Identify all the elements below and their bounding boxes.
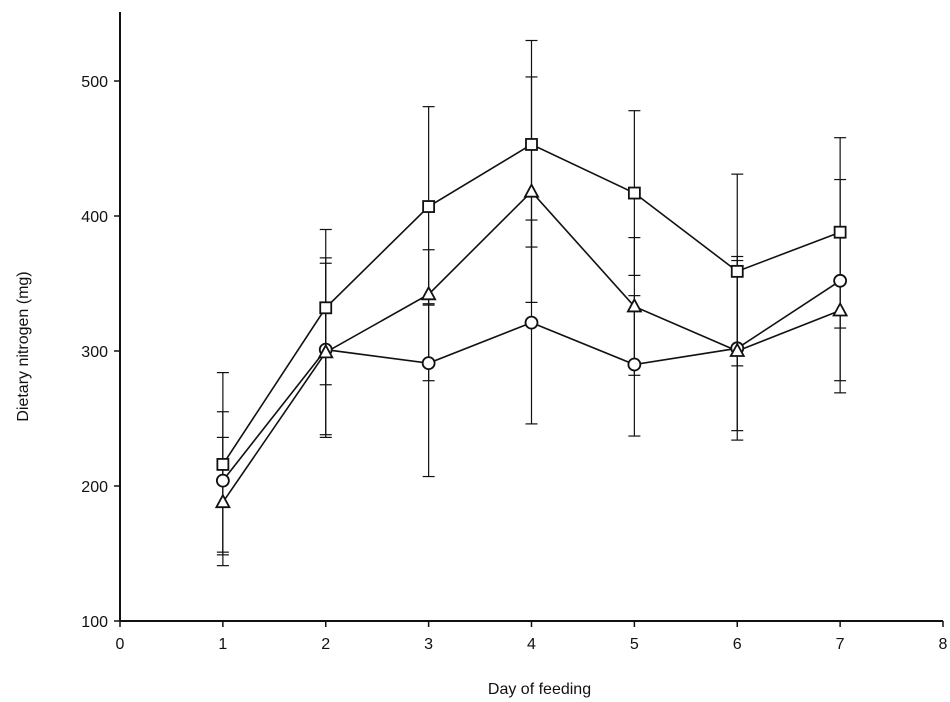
square-marker	[319, 301, 333, 315]
data-markers	[214, 138, 849, 509]
y-tick-label: 300	[81, 344, 108, 361]
triangle-marker	[626, 297, 643, 313]
x-tick-label: 0	[116, 636, 125, 653]
circle-marker	[524, 315, 539, 330]
x-tick-label: 8	[939, 636, 948, 653]
square-marker	[627, 186, 641, 200]
x-tick-label: 7	[836, 636, 845, 653]
x-tick-label: 5	[630, 636, 639, 653]
triangle-marker	[317, 343, 334, 359]
x-axis-title: Day of feeding	[488, 681, 591, 698]
triangle-marker	[214, 493, 231, 509]
triangle-marker	[420, 285, 437, 301]
error-bars	[216, 39, 847, 567]
x-tick-label: 1	[218, 636, 227, 653]
x-tick-label: 2	[321, 636, 330, 653]
y-tick-label: 400	[81, 209, 108, 226]
square-marker	[833, 225, 847, 239]
square-marker	[525, 138, 538, 151]
y-tick-label: 200	[81, 479, 108, 496]
x-tick-label: 6	[733, 636, 742, 653]
y-tick-label: 500	[81, 74, 108, 91]
square-marker	[422, 200, 436, 213]
x-tick-label: 3	[424, 636, 433, 653]
circle-marker	[215, 473, 230, 488]
square-marker	[730, 264, 744, 278]
circle-marker	[833, 273, 848, 288]
triangle-marker	[832, 301, 849, 317]
triangle-marker	[523, 182, 540, 198]
circle-marker	[421, 356, 436, 371]
y-tick-label: 100	[81, 614, 108, 631]
square-marker	[216, 457, 230, 471]
triangle-marker	[729, 342, 746, 357]
y-axis-title: Dietary nitrogen (mg)	[15, 271, 32, 421]
x-tick-label: 4	[527, 636, 536, 653]
axes: 0 1 2 3 4 5 6 7 8 100 200 300 400 500	[81, 12, 948, 653]
circle-marker	[627, 357, 642, 372]
